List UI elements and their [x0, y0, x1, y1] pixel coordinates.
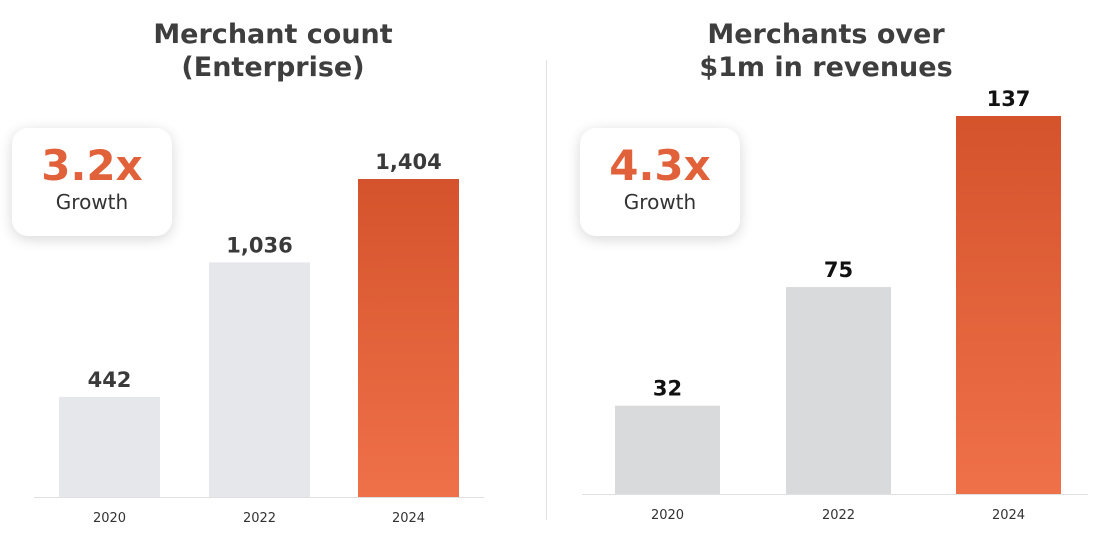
- x-tick-label: 2022: [822, 508, 855, 523]
- growth-value: 4.3x: [609, 141, 711, 190]
- bar-2020: [59, 396, 160, 497]
- bar-value-label: 32: [653, 377, 682, 401]
- growth-label: Growth: [623, 190, 697, 214]
- growth-label: Growth: [55, 190, 129, 214]
- bar-value-label: 75: [824, 258, 853, 282]
- growth-callout: 4.3x Growth: [580, 128, 740, 236]
- x-tick-label: 2024: [992, 508, 1025, 523]
- bar-value-label: 1,404: [375, 150, 441, 174]
- growth-value: 3.2x: [41, 141, 143, 190]
- x-tick-label: 2020: [93, 511, 126, 526]
- panel-divider: [546, 60, 547, 520]
- bar-2024: [358, 179, 459, 497]
- chart-title: Merchant count (Enterprise): [153, 19, 393, 83]
- bar-value-label: 442: [88, 368, 132, 392]
- bar-2024: [956, 116, 1061, 494]
- x-tick-label: 2022: [243, 511, 276, 526]
- growth-callout: 3.2x Growth: [12, 128, 172, 236]
- x-tick-label: 2020: [651, 508, 684, 523]
- bar-value-label: 1,036: [226, 233, 292, 257]
- chart-panel-left: Merchant count (Enterprise) 3.2x Growth …: [0, 0, 546, 538]
- bar-chart-merchant-count: 442 2020 1,036 2022 1,404 2024: [34, 150, 484, 526]
- bar-value-label: 137: [987, 87, 1031, 111]
- bar-chart-merchants-over-1m: 32 2020 75 2022 137 2024: [582, 87, 1088, 523]
- bar-2022: [209, 262, 310, 497]
- chart-panel-right: Merchants over $1m in revenues 4.3x Grow…: [548, 0, 1104, 538]
- bar-2020: [615, 405, 720, 494]
- x-tick-label: 2024: [392, 511, 425, 526]
- bar-2022: [786, 287, 891, 494]
- chart-title: Merchants over $1m in revenues: [699, 19, 953, 83]
